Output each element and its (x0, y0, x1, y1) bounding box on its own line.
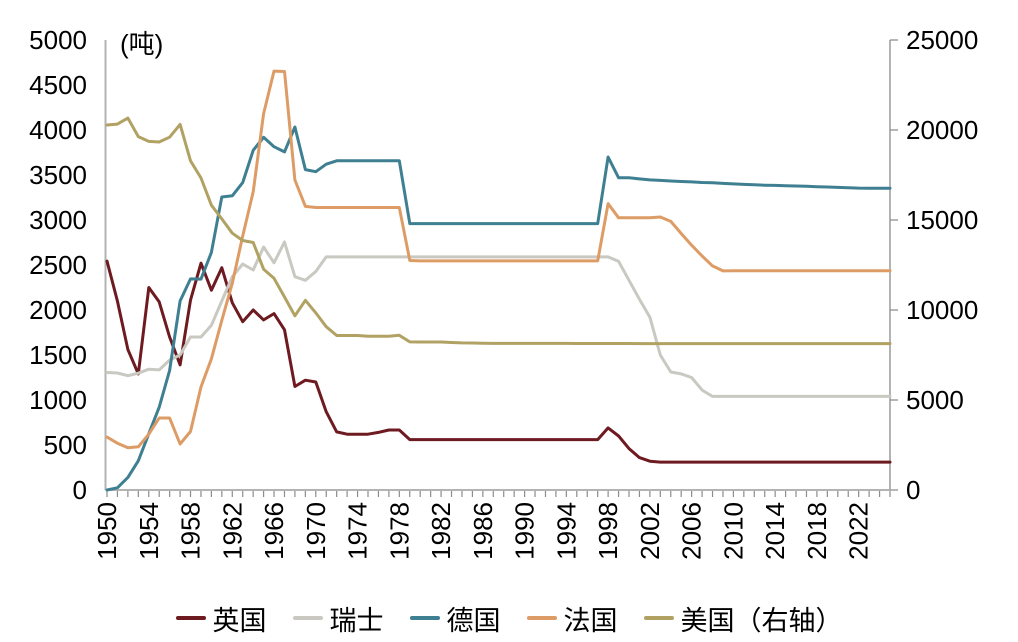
y-left-tick-label: 500 (44, 430, 87, 460)
legend-item-0: 英国 (175, 599, 267, 638)
y-left-tick-label: 3500 (29, 160, 87, 190)
legend-item-3: 法国 (526, 599, 618, 638)
legend-swatch (175, 616, 206, 620)
series-line-4 (105, 116, 892, 346)
legend-item-1: 瑞士 (292, 599, 384, 638)
series-line-3 (105, 69, 892, 450)
y-left-tick-label: 4500 (29, 70, 87, 100)
y-left-tick-label: 1000 (29, 385, 87, 415)
y-right-tick-label: 25000 (906, 25, 978, 55)
legend-swatch (643, 616, 674, 620)
y-right-tick-label: 5000 (906, 385, 964, 415)
y-left-tick-label: 0 (73, 475, 87, 505)
x-tick-label: 2010 (718, 502, 748, 560)
x-tick-label: 1974 (343, 502, 373, 560)
x-tick-label: 1958 (176, 502, 206, 560)
series-line-2 (105, 125, 892, 492)
y-right-tick-label: 10000 (906, 295, 978, 325)
x-tick-label: 2014 (760, 502, 790, 560)
x-tick-label: 1950 (92, 502, 122, 560)
x-tick-label: 2022 (844, 502, 874, 560)
chart-canvas: 0 500 1000 1500 2000 2500 3000 3500 4000 4500 5000… (29, 25, 978, 560)
x-tick-label: 1966 (259, 502, 289, 560)
series-line-1 (105, 240, 892, 398)
x-tick-label: 1978 (384, 502, 414, 560)
chart-legend: 英国 瑞士 德国 法国 美国（右轴） (0, 598, 1018, 638)
axes (104, 39, 898, 497)
series-line-0 (105, 259, 892, 464)
x-tick-label: 1990 (510, 502, 540, 560)
legend-item-2: 德国 (409, 599, 501, 638)
x-tick-label: 1998 (593, 502, 623, 560)
y-left-tick-label: 3000 (29, 205, 87, 235)
y-left-tick-label: 2500 (29, 250, 87, 280)
x-tick-label: 1962 (217, 502, 247, 560)
legend-label: 美国（右轴） (680, 605, 843, 636)
legend-label: 法国 (563, 605, 618, 636)
x-tick-label: 2018 (802, 502, 832, 560)
y-left-tick-label: 4000 (29, 115, 87, 145)
x-axis-minor-ticks (106, 491, 891, 497)
x-tick-label: 1994 (551, 502, 581, 560)
y-left-tick-label: 2000 (29, 295, 87, 325)
y-axis-right-labels: 0 5000 10000 15000 20000 25000 (906, 25, 978, 505)
x-tick-label: 1986 (468, 502, 498, 560)
x-tick-label: 1982 (426, 502, 456, 560)
legend-swatch (292, 616, 323, 620)
x-axis-labels: 1950 1954 1958 1962 1966 1970 1974 1978 1982 1986… (92, 502, 874, 560)
legend-swatch (409, 616, 440, 620)
x-tick-label: 2006 (677, 502, 707, 560)
axis-unit-label: (吨) (120, 29, 164, 59)
gold-reserves-chart: 0 500 1000 1500 2000 2500 3000 3500 4000 4500 5000… (29, 25, 978, 560)
x-tick-label: 2002 (635, 502, 665, 560)
y-right-tick-label: 15000 (906, 205, 978, 235)
x-tick-label: 1970 (301, 502, 331, 560)
legend-label: 英国 (212, 605, 267, 636)
legend-item-4: 美国（右轴） (643, 599, 843, 638)
legend-label: 德国 (446, 605, 501, 636)
legend-label: 瑞士 (329, 605, 384, 636)
x-tick-label: 1954 (134, 502, 164, 560)
y-axis-right-ticks (890, 39, 898, 491)
legend-swatch (526, 616, 557, 620)
y-right-tick-label: 0 (906, 475, 920, 505)
y-axis-left-labels: 0 500 1000 1500 2000 2500 3000 3500 4000 4500 5000 (29, 25, 87, 505)
y-left-tick-label: 5000 (29, 25, 87, 55)
y-left-tick-label: 1500 (29, 340, 87, 370)
y-right-tick-label: 20000 (906, 115, 978, 145)
